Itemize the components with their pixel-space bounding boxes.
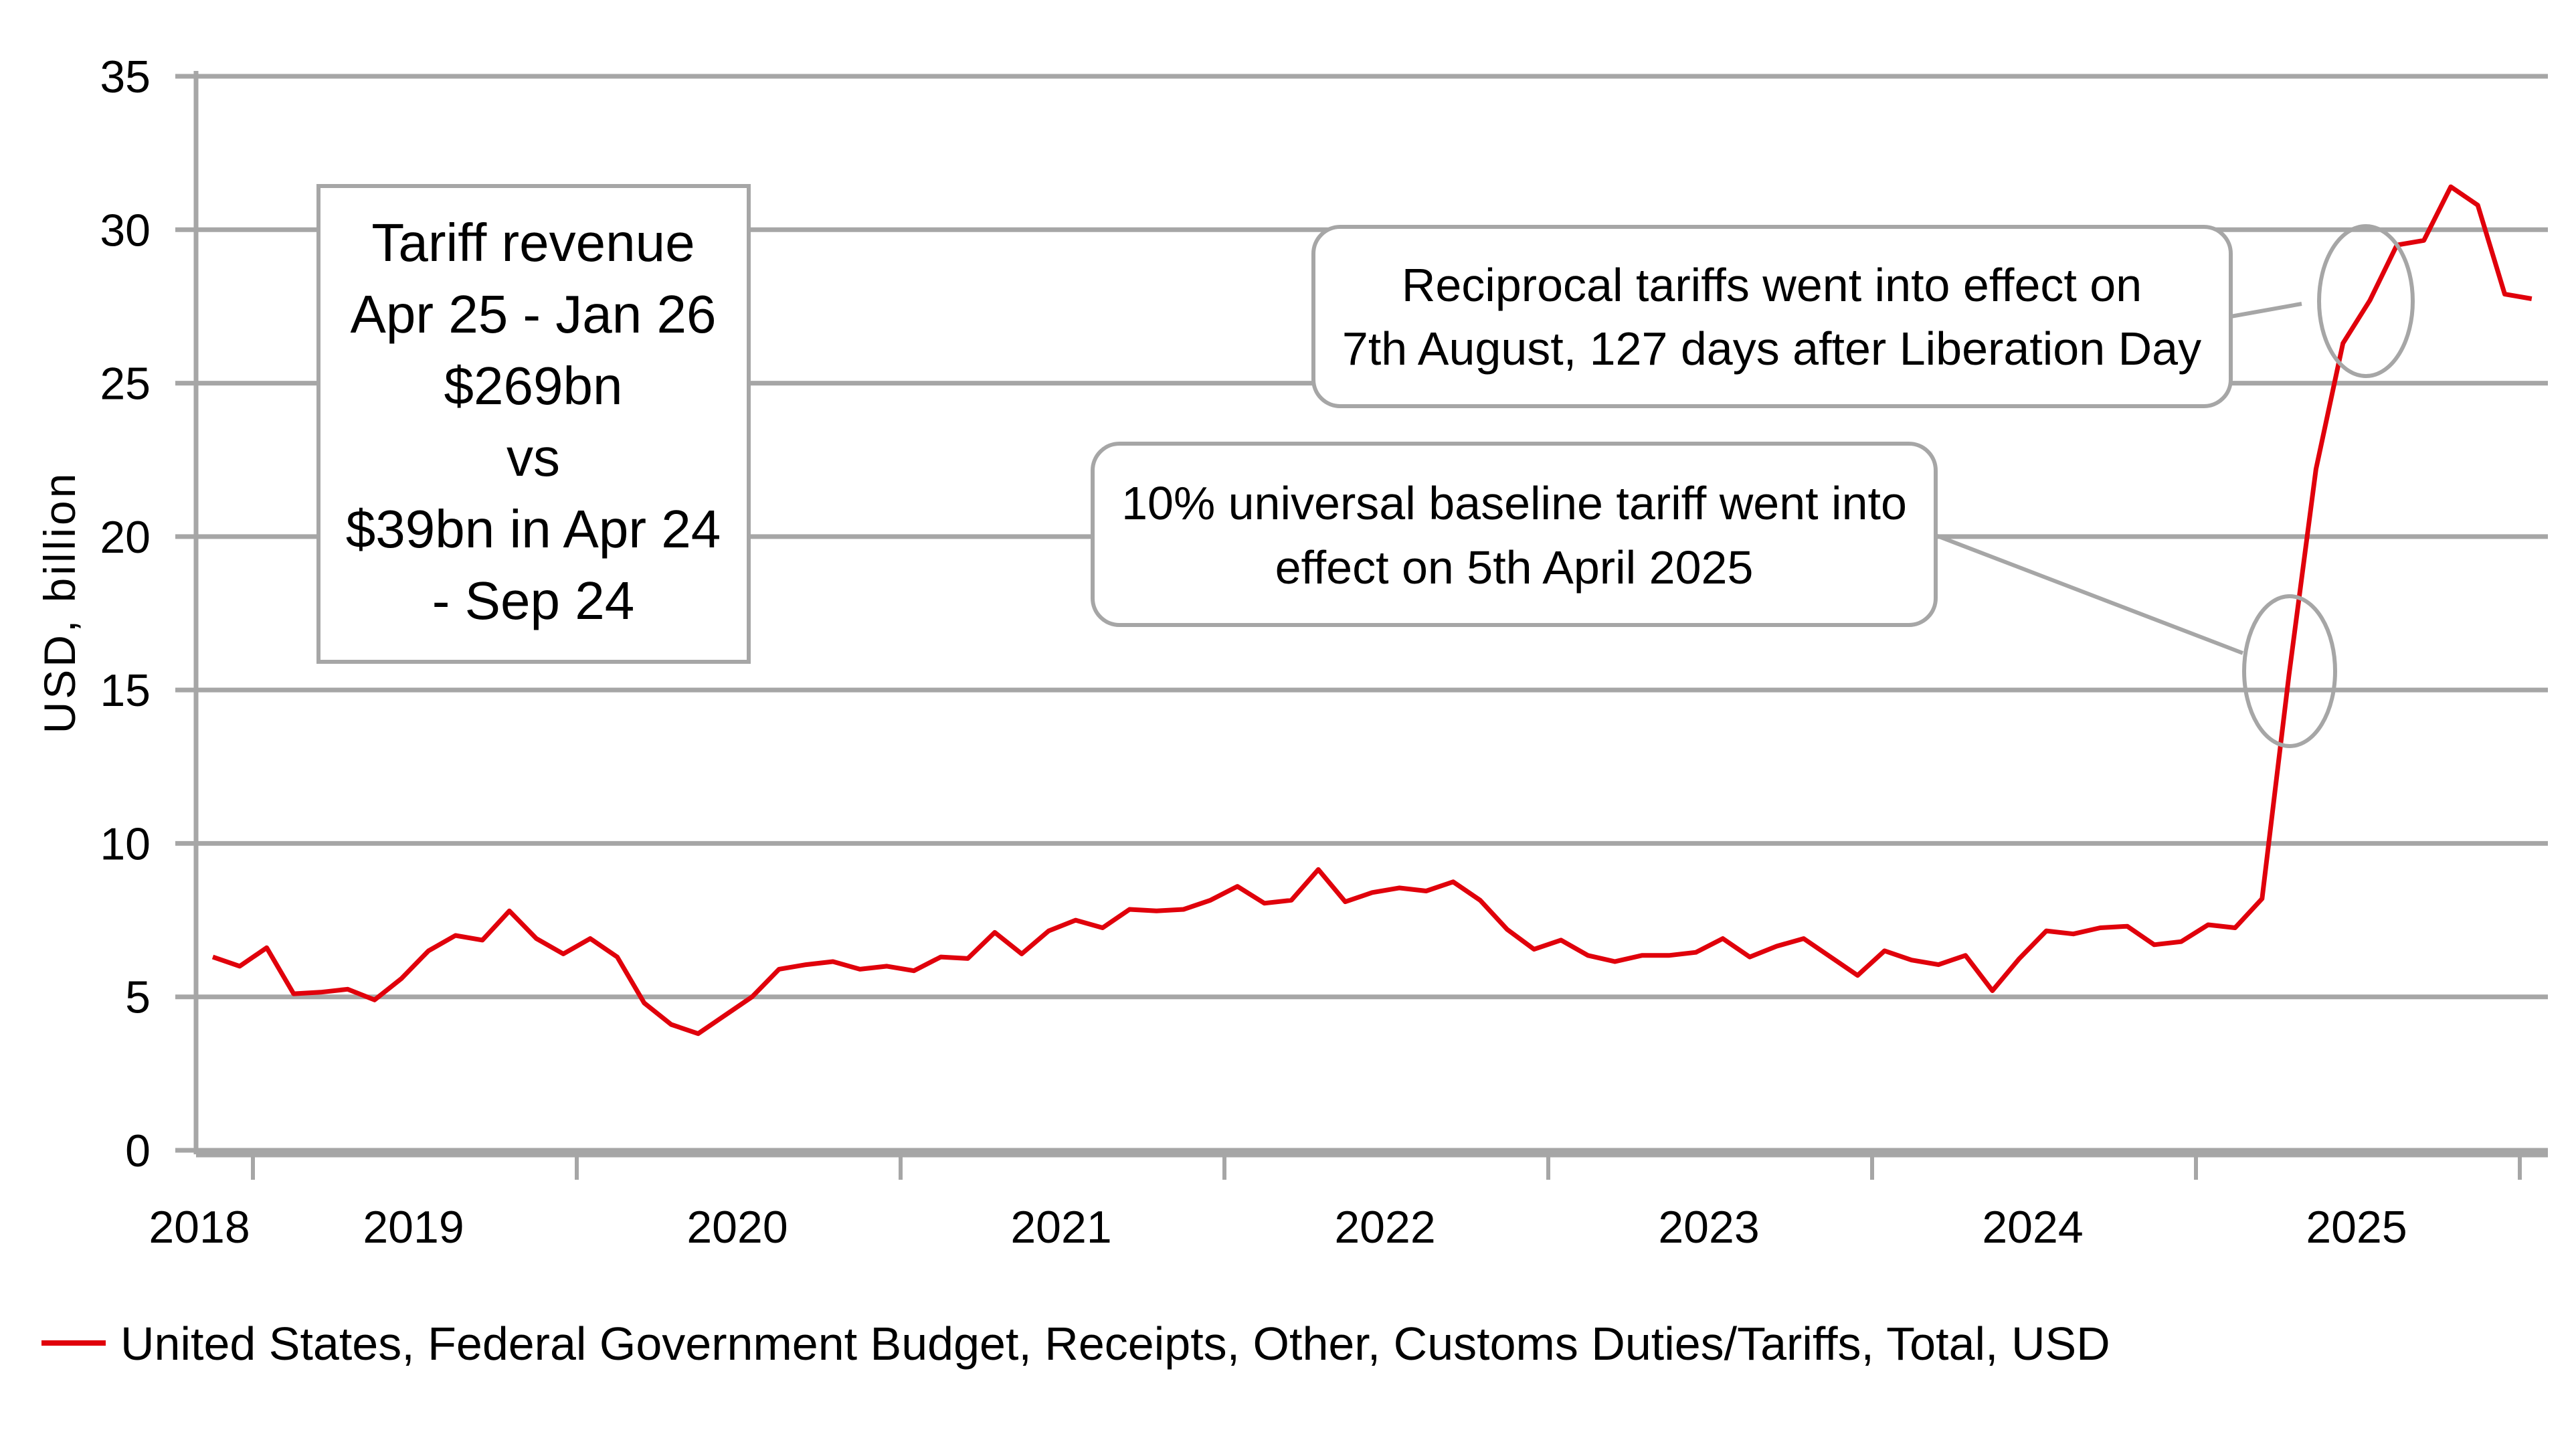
summary-line-3: $269bn [444,356,623,416]
x-tick-label: 2023 [1658,1202,1759,1253]
summary-line-6: - Sep 24 [432,571,634,630]
y-tick-label: 15 [100,665,151,716]
callout-reciprocal-line-2: 7th August, 127 days after Liberation Da… [1342,323,2201,375]
x-tick-label: 2019 [363,1202,464,1253]
summary-box: Tariff revenue Apr 25 - Jan 26 $269bn vs… [316,184,751,664]
x-tick-label: 2018 [149,1202,250,1253]
x-tick-labels: 2018 2019 2020 2021 2022 2023 2024 2025 [149,1154,2522,1253]
legend: United States, Federal Government Budget… [41,1318,2110,1370]
y-tick-label: 10 [100,818,151,869]
callout-baseline-box [1091,442,1938,627]
x-tick-label: 2022 [1334,1202,1435,1253]
legend-label: United States, Federal Government Budget… [120,1318,2110,1370]
summary-line-1: Tariff revenue [371,213,695,272]
x-tick-label: 2025 [2306,1202,2407,1253]
summary-line-2: Apr 25 - Jan 26 [351,284,717,344]
y-tick-label: 20 [100,512,151,563]
y-tick-labels: 0 5 10 15 20 25 30 35 [100,52,151,1176]
callout-reciprocal-ellipse [2317,224,2415,378]
callout-reciprocal: Reciprocal tariffs went into effect on 7… [1311,224,2415,408]
callout-reciprocal-leader [2230,302,2302,319]
y-axis-title: USD, billion [35,471,84,734]
y-tick-label: 25 [100,359,151,410]
y-tick-label: 30 [100,205,151,256]
summary-line-5: $39bn in Apr 24 [346,499,721,559]
axes [193,71,2548,1158]
x-tick-label: 2024 [1982,1202,2083,1253]
callout-baseline-line-2: effect on 5th April 2025 [1275,541,1754,594]
y-tick-label: 5 [125,972,151,1023]
y-tick-label: 35 [100,52,151,102]
callout-baseline-ellipse [2242,594,2337,748]
summary-line-4: vs [507,428,560,487]
callout-baseline-leader [1934,533,2244,655]
y-tick-label: 0 [125,1126,151,1176]
callout-baseline-line-1: 10% universal baseline tariff went into [1121,477,1907,529]
callout-baseline: 10% universal baseline tariff went into … [1091,442,2337,748]
series-layer [211,184,2533,1037]
x-tick-label: 2020 [686,1202,788,1253]
callout-reciprocal-box [1311,225,2233,408]
x-tick-label: 2021 [1010,1202,1111,1253]
callout-reciprocal-line-1: Reciprocal tariffs went into effect on [1402,259,2142,311]
